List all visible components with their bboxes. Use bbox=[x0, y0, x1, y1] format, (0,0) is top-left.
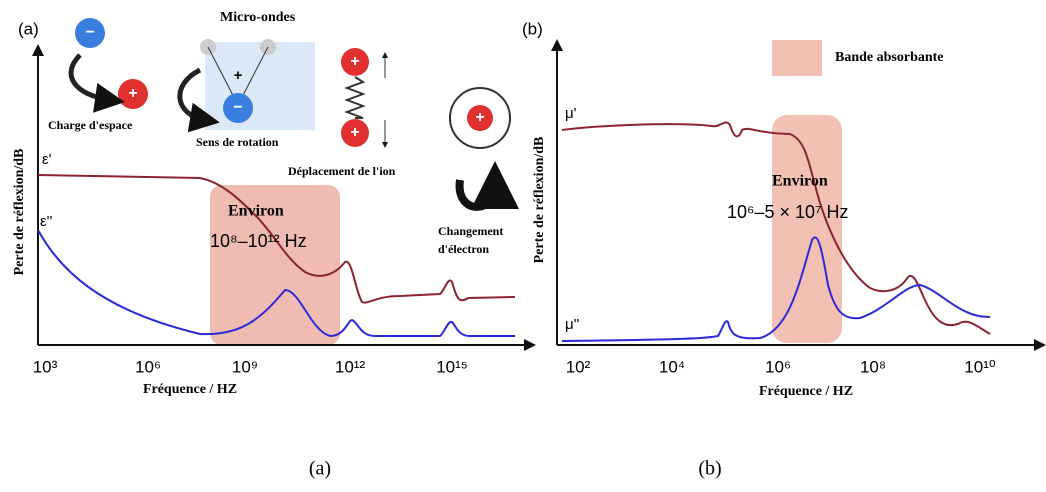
range: 10⁸–10¹² Hz bbox=[210, 231, 307, 251]
spring bbox=[344, 76, 366, 119]
eps-imag-curve bbox=[37, 229, 515, 338]
curve-label: μ'' bbox=[565, 316, 580, 333]
sign: + bbox=[128, 85, 137, 102]
x-tick-label: 10⁴ bbox=[659, 357, 685, 376]
legend-label: Bande absorbante bbox=[835, 50, 944, 65]
sign: + bbox=[475, 109, 484, 126]
ion bbox=[467, 105, 493, 131]
sign: − bbox=[233, 99, 242, 116]
x-tick-label: 10⁹ bbox=[232, 357, 258, 376]
ion bbox=[75, 18, 105, 48]
panel-a: − + − + + + + (a) Micro-ondes Charge d'e… bbox=[12, 10, 536, 480]
caption: (a) bbox=[309, 458, 331, 480]
label: Changement bbox=[438, 224, 503, 238]
curve-label: ε' bbox=[42, 151, 52, 168]
curve-label: ε'' bbox=[40, 213, 53, 230]
y-label: Perte de réflexion/dB bbox=[12, 149, 27, 276]
x-tick-label: 10¹² bbox=[335, 357, 366, 376]
arrow bbox=[455, 161, 519, 211]
x-tick-label: 10¹⁰ bbox=[964, 357, 996, 376]
arrow bbox=[177, 67, 220, 133]
highlight bbox=[205, 42, 315, 130]
absorb-band bbox=[772, 115, 842, 343]
range: Environ bbox=[228, 203, 284, 220]
x-tick-label: 10³ bbox=[33, 357, 58, 376]
mu-imag-curve bbox=[561, 236, 991, 342]
x-label: Fréquence / HZ bbox=[759, 384, 853, 399]
range: 10⁶–5 × 10⁷ Hz bbox=[727, 202, 849, 222]
sign: + bbox=[234, 67, 243, 84]
label: Déplacement de l'ion bbox=[288, 164, 396, 178]
panel-b: (b) Bande absorbante μ' μ'' Environ 10⁶–… bbox=[522, 19, 1046, 480]
panel-tag: (a) bbox=[18, 19, 39, 38]
label: Sens de rotation bbox=[196, 135, 279, 149]
caption: (b) bbox=[698, 458, 721, 480]
x-tick-label: 10⁶ bbox=[765, 357, 791, 376]
ion bbox=[341, 48, 369, 76]
absorb-band bbox=[210, 185, 340, 345]
label: d'électron bbox=[438, 242, 489, 256]
range: Environ bbox=[772, 173, 828, 190]
curve-label: μ' bbox=[565, 105, 577, 122]
ion bbox=[223, 93, 253, 123]
x-label: Fréquence / HZ bbox=[143, 382, 237, 397]
x-tick-label: 10⁸ bbox=[860, 357, 886, 376]
label: Micro-ondes bbox=[220, 10, 296, 25]
label: Charge d'espace bbox=[48, 118, 133, 132]
x-tick-label: 10⁶ bbox=[135, 357, 161, 376]
orbit bbox=[449, 87, 511, 149]
legend-swatch bbox=[772, 40, 822, 76]
x-tick-label: 10² bbox=[566, 357, 591, 376]
eps-real-curve bbox=[37, 174, 516, 304]
ion bbox=[341, 119, 369, 147]
panel-tag: (b) bbox=[522, 19, 543, 38]
sign: + bbox=[350, 124, 359, 141]
x-tick-label: 10¹⁵ bbox=[436, 357, 468, 376]
ion bbox=[118, 79, 148, 109]
y-label: Perte de réflexion/dB bbox=[532, 137, 547, 264]
sign: − bbox=[85, 24, 94, 41]
sign: + bbox=[350, 53, 359, 70]
arrow bbox=[68, 53, 125, 113]
mu-real-curve bbox=[561, 121, 991, 335]
